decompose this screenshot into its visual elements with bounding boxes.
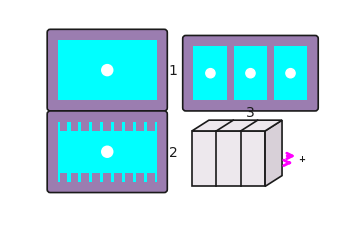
Bar <box>114 122 122 131</box>
Bar <box>92 173 100 182</box>
Polygon shape <box>192 120 282 131</box>
Bar <box>192 131 265 186</box>
Bar <box>58 122 156 182</box>
Bar <box>71 122 78 131</box>
Bar <box>82 173 89 182</box>
Bar <box>103 122 111 131</box>
Bar <box>125 173 133 182</box>
FancyBboxPatch shape <box>47 111 167 193</box>
FancyBboxPatch shape <box>183 36 318 111</box>
Circle shape <box>102 146 113 157</box>
Bar <box>147 122 155 131</box>
Text: +: + <box>298 155 305 164</box>
Bar <box>58 40 156 100</box>
Circle shape <box>206 69 215 78</box>
Text: 2: 2 <box>169 146 178 160</box>
Bar <box>193 46 227 100</box>
Bar <box>59 173 67 182</box>
Bar <box>59 122 67 131</box>
Bar <box>136 173 144 182</box>
Text: 1: 1 <box>169 64 178 78</box>
FancyBboxPatch shape <box>47 29 167 111</box>
Text: 3: 3 <box>246 106 255 120</box>
Bar <box>71 173 78 182</box>
Circle shape <box>286 69 295 78</box>
Bar <box>114 173 122 182</box>
Circle shape <box>246 69 255 78</box>
Bar <box>125 122 133 131</box>
Bar <box>136 122 144 131</box>
Bar <box>82 122 89 131</box>
Polygon shape <box>265 120 282 186</box>
Bar <box>147 173 155 182</box>
Circle shape <box>297 155 305 163</box>
Bar <box>274 46 308 100</box>
Bar <box>233 46 267 100</box>
Bar <box>92 122 100 131</box>
Circle shape <box>102 65 113 76</box>
Bar <box>103 173 111 182</box>
